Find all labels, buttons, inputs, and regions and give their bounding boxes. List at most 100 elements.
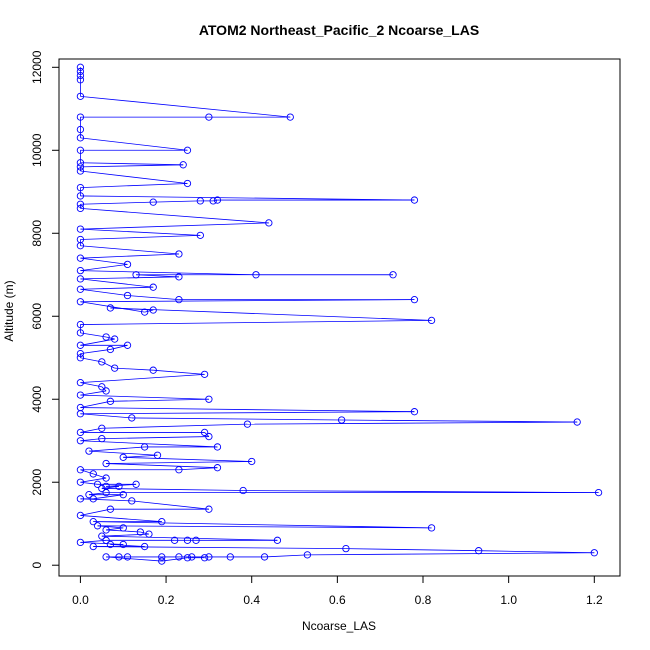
series-line-segment: [80, 95, 291, 118]
data-point: [123, 553, 132, 561]
series-line-segment: [93, 473, 107, 479]
series-line-segment: [80, 394, 209, 400]
series-line-segment: [93, 546, 346, 550]
data-point: [89, 517, 97, 526]
data-point: [170, 536, 179, 544]
data-point: [76, 192, 85, 200]
data-point: [102, 536, 110, 544]
data-point: [427, 316, 436, 325]
series-line-segment: [80, 183, 188, 189]
data-point: [132, 480, 140, 488]
x-axis: 0.0 0.2 0.4 0.6 0.8 1.0 1.2: [72, 575, 603, 607]
data-point: [119, 540, 127, 549]
y-axis: 0 2000 4000 6000 8000 10000 12000: [30, 50, 60, 569]
data-point: [475, 547, 483, 555]
y-tick-label: 6000: [30, 303, 44, 330]
data-point: [102, 474, 110, 482]
data-point: [89, 470, 97, 478]
series-line-segment: [80, 299, 415, 303]
series-line-segment: [80, 400, 111, 408]
data-point: [260, 553, 269, 561]
data-point: [76, 329, 85, 337]
data-point: [132, 271, 140, 279]
y-tick-label: 0: [30, 562, 44, 569]
series-line-segment: [80, 301, 145, 313]
data-point: [76, 266, 85, 275]
series-line-segment: [80, 286, 154, 290]
data-point: [106, 540, 115, 549]
data-point: [140, 542, 149, 551]
data-point: [128, 414, 136, 422]
data-point: [183, 554, 192, 562]
data-point: [175, 273, 183, 281]
data-point: [76, 200, 85, 208]
series-line-segment: [80, 288, 128, 296]
data-point: [85, 491, 93, 499]
series-line-segment: [80, 253, 179, 259]
series-line-segment: [80, 270, 257, 276]
data-point: [76, 298, 85, 306]
data-point: [102, 526, 110, 534]
series-line-segment: [80, 539, 107, 543]
data-point: [158, 557, 166, 565]
data-point: [76, 285, 85, 293]
data-point: [93, 522, 102, 530]
data-point: [76, 71, 85, 80]
data-point: [213, 443, 222, 451]
data-point: [76, 63, 85, 71]
data-point: [76, 67, 85, 76]
data-point: [192, 536, 200, 544]
data-point: [115, 482, 123, 491]
data-point: [200, 428, 209, 437]
data-point: [98, 435, 106, 443]
y-axis-label: Altitude (m): [2, 280, 16, 341]
data-point: [286, 113, 294, 121]
data-point: [149, 366, 157, 374]
x-axis-label: Ncoarse_LAS: [302, 619, 376, 633]
data-point: [213, 196, 222, 204]
series-line-segment: [97, 525, 124, 529]
data-point: [98, 484, 106, 493]
data-point: [102, 488, 110, 497]
data-point: [76, 466, 85, 474]
data-point: [76, 242, 85, 250]
series-line-segment: [80, 278, 154, 288]
data-point: [76, 134, 85, 142]
series-line-segment: [80, 332, 107, 338]
series-line-segment: [131, 417, 342, 421]
data-point: [76, 125, 85, 134]
series-line-segment: [101, 423, 248, 429]
series-line-segment: [101, 488, 244, 491]
series-line-segment: [80, 390, 107, 396]
data-point: [76, 146, 85, 154]
data-point: [337, 416, 346, 424]
series-line-segment: [80, 477, 107, 483]
series-line-segment: [110, 398, 209, 402]
series-line-segment: [80, 228, 201, 236]
data-point: [93, 480, 102, 488]
data-point: [410, 296, 419, 304]
y-tick-label: 10000: [30, 133, 44, 167]
data-point: [76, 538, 85, 547]
data-point: [76, 378, 85, 387]
series-line-segment: [80, 373, 205, 384]
series-line-segment: [80, 201, 154, 205]
series-line-segment: [80, 508, 111, 516]
data-point: [188, 553, 196, 561]
data-point: [76, 92, 85, 100]
x-tick-label: 0.6: [329, 593, 346, 607]
data-point: [98, 424, 106, 432]
series-line-segment: [178, 467, 218, 471]
data-point: [205, 113, 213, 121]
data-point: [98, 532, 106, 540]
data-point: [149, 283, 157, 291]
data-point: [106, 397, 115, 405]
series-line-segment: [80, 245, 179, 255]
data-point: [102, 553, 110, 561]
series-line-segment: [114, 367, 154, 371]
data-point: [115, 553, 123, 561]
series-line-segment: [140, 531, 150, 535]
data-point: [123, 260, 132, 269]
series-line-segment: [80, 137, 188, 151]
